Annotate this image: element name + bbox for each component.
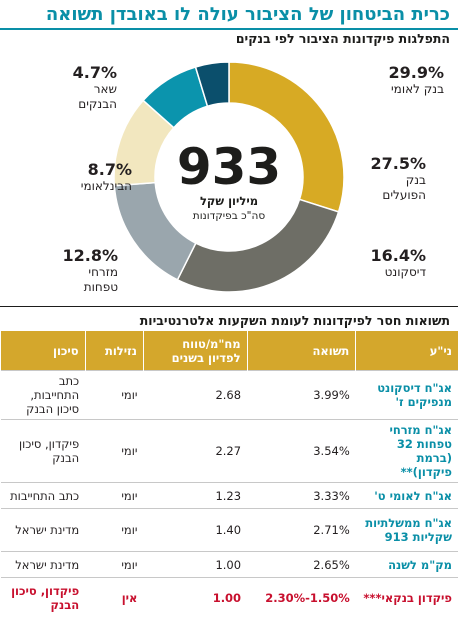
cell-yield: 2.71%	[247, 509, 356, 552]
table-header-row: ני"ע תשואה מח"מ/טווח לפדיון בשנים נזילות…	[1, 331, 458, 371]
header-liquidity: נזילות	[85, 331, 143, 371]
label-mizrahi-name-2: טפחות	[58, 280, 118, 295]
cell-liquidity: יומי	[85, 483, 143, 509]
infographic-title: כרית הביטחון של הציבור עולה לו באובדן תש…	[8, 2, 450, 28]
cell-duration: 1.00	[143, 552, 247, 578]
cell-security: פיקדון בנקאי***	[356, 578, 458, 618]
total-deposits-unit: מיליון שקל	[176, 194, 282, 208]
cell-security: אג"ח לאומי ט'	[356, 483, 458, 509]
cell-security: אג"ח ממשלתיות שקליות 913	[356, 509, 458, 552]
header-risk: סיכון	[1, 331, 86, 371]
label-hapoalim-name-2: הפועלים	[370, 188, 426, 203]
label-others: 4.7% שאר הבנקים	[62, 63, 117, 112]
cell-liquidity: יומי	[85, 552, 143, 578]
table-row: אג"ח מזרחי טפחות 32 (ברמת פיקדון)** 3.54…	[1, 420, 458, 483]
cell-yield: 2.30%-1.50%	[247, 578, 356, 618]
cell-risk: כתב התחייבות, סיכון הבנק	[1, 371, 86, 420]
table-row: אג"ח לאומי ט' 3.33% 1.23 יומי כתב התחייב…	[1, 483, 458, 509]
header-duration: מח"מ/טווח לפדיון בשנים	[143, 331, 247, 371]
cell-duration: 1.23	[143, 483, 247, 509]
header-yield: תשואה	[247, 331, 356, 371]
cell-yield: 2.65%	[247, 552, 356, 578]
label-others-name-1: שאר	[62, 82, 117, 97]
table-title: תשואות חסר לפיקדונות לעומת השקעות אלטרנט…	[140, 313, 450, 328]
cell-risk: מדינת ישראל	[1, 552, 86, 578]
total-deposits-value: 933	[176, 141, 282, 193]
cell-yield: 3.99%	[247, 371, 356, 420]
yields-table: ני"ע תשואה מח"מ/טווח לפדיון בשנים נזילות…	[0, 331, 458, 618]
header-security: ני"ע	[356, 331, 458, 371]
table-row: פיקדון בנקאי*** 2.30%-1.50% 1.00 אין פיק…	[1, 578, 458, 618]
label-mizrahi-name-1: מזרחי	[58, 265, 118, 280]
cell-yield: 3.33%	[247, 483, 356, 509]
cell-risk: פיקדון, סיכון הבנק	[1, 420, 86, 483]
label-hapoalim: 27.5% בנק הפועלים	[370, 154, 426, 203]
cell-liquidity: יומי	[85, 509, 143, 552]
cell-risk: כתב התחייבות	[1, 483, 86, 509]
label-leumi-name: בנק לאומי	[388, 82, 444, 97]
cell-risk: מדינת ישראל	[1, 509, 86, 552]
infographic: כרית הביטחון של הציבור עולה לו באובדן תש…	[0, 0, 458, 586]
label-hapoalim-name-1: בנק	[370, 173, 426, 188]
cell-security: אג"ח דיסקונט מנפיקים ז'	[356, 371, 458, 420]
label-others-pct: 4.7%	[62, 63, 117, 82]
chart-subtitle: התפלגות פיקדונות הציבור לפי בנקים	[236, 31, 450, 46]
label-leumi: 29.9% בנק לאומי	[388, 63, 444, 97]
label-discount: 16.4% דיסקונט	[370, 246, 426, 280]
cell-security: אג"ח מזרחי טפחות 32 (ברמת פיקדון)**	[356, 420, 458, 483]
label-mizrahi: 12.8% מזרחי טפחות	[58, 246, 118, 295]
cell-duration: 1.40	[143, 509, 247, 552]
total-deposits-label: סה"כ בפיקדונות	[176, 210, 282, 222]
cell-duration: 2.27	[143, 420, 247, 483]
cell-duration: 1.00	[143, 578, 247, 618]
title-divider	[0, 28, 458, 30]
section-divider	[0, 306, 458, 307]
cell-liquidity: יומי	[85, 371, 143, 420]
label-discount-name: דיסקונט	[370, 265, 426, 280]
label-discount-pct: 16.4%	[370, 246, 426, 265]
cell-duration: 2.68	[143, 371, 247, 420]
label-beinleumi-pct: 8.7%	[62, 160, 132, 179]
label-beinleumi: 8.7% הבינלאומי	[62, 160, 132, 194]
cell-security: מק"מ לשנה	[356, 552, 458, 578]
cell-yield: 3.54%	[247, 420, 356, 483]
cell-risk: פיקדון, סיכון הבנק	[1, 578, 86, 618]
table-row: מק"מ לשנה 2.65% 1.00 יומי מדינת ישראל	[1, 552, 458, 578]
label-leumi-pct: 29.9%	[388, 63, 444, 82]
cell-liquidity: אין	[85, 578, 143, 618]
label-beinleumi-name: הבינלאומי	[62, 179, 132, 194]
label-mizrahi-pct: 12.8%	[58, 246, 118, 265]
label-others-name-2: הבנקים	[62, 97, 117, 112]
table-row: אג"ח דיסקונט מנפיקים ז' 3.99% 2.68 יומי …	[1, 371, 458, 420]
label-hapoalim-pct: 27.5%	[370, 154, 426, 173]
table-row: אג"ח ממשלתיות שקליות 913 2.71% 1.40 יומי…	[1, 509, 458, 552]
cell-liquidity: יומי	[85, 420, 143, 483]
